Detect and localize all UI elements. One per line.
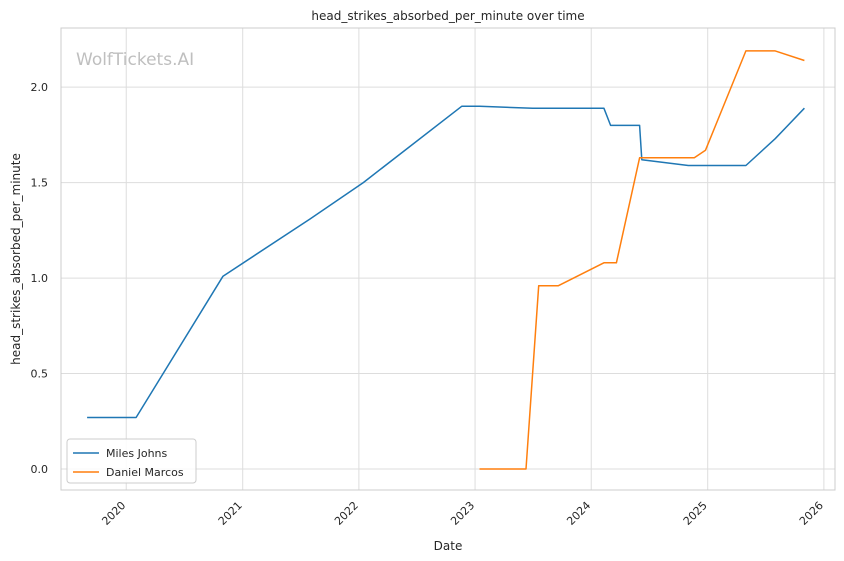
plot-area xyxy=(61,28,835,490)
y-axis-label: head_strikes_absorbed_per_minute xyxy=(9,153,23,365)
series-lines xyxy=(87,50,805,470)
watermark-text: WolfTickets.AI xyxy=(76,50,194,70)
series-line-daniel-marcos xyxy=(479,50,805,470)
y-tick-label: 1.0 xyxy=(31,272,49,285)
plot-frame xyxy=(60,27,836,491)
x-axis-label: Date xyxy=(434,539,463,553)
y-tick-label: 0.5 xyxy=(31,368,49,381)
y-tick-label: 1.5 xyxy=(31,177,49,190)
y-tick-label: 0.0 xyxy=(31,463,49,476)
series-line-miles-johns xyxy=(87,105,805,419)
y-tick-label: 2.0 xyxy=(31,81,49,94)
legend-box xyxy=(66,438,197,484)
legend-label-daniel-marcos: Daniel Marcos xyxy=(106,466,184,479)
legend-label-miles-johns: Miles Johns xyxy=(106,447,168,460)
chart-title: head_strikes_absorbed_per_minute over ti… xyxy=(311,9,584,23)
legend: Miles Johns Daniel Marcos xyxy=(66,438,197,484)
